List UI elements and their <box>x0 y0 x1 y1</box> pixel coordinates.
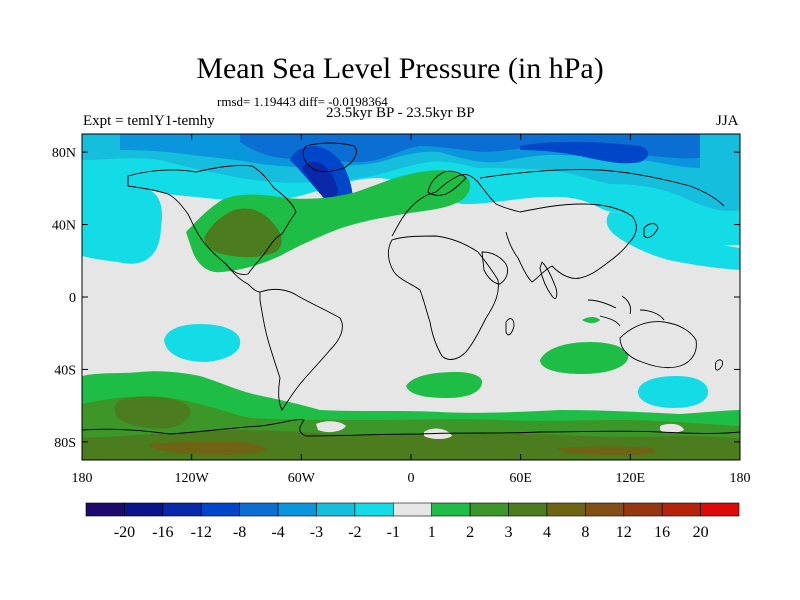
x-tick-label: 60E <box>509 471 532 486</box>
colorbar-swatch <box>623 502 663 517</box>
coast-madagascar <box>505 318 515 336</box>
colorbar-swatch <box>239 502 279 517</box>
colorbar-label: -8 <box>233 524 246 541</box>
colorbar: -20 -16 -12 -8 -4 -3 -2 -1 1 2 3 4 8 12 16 20 <box>85 502 740 541</box>
x-tick-label: 180 <box>72 471 93 486</box>
field-neg8-siberia <box>520 142 649 164</box>
coast-japan <box>643 223 659 239</box>
axis-ticks: 180 120W 60W 0 60E 120E 180 80N 40N 0 40S 80S <box>52 134 751 486</box>
coast-arabia <box>481 251 509 285</box>
field-gray-notch-3 <box>660 423 684 433</box>
x-tick-label: 60W <box>288 471 316 486</box>
coast-australia <box>619 321 697 369</box>
colorbar-swatch <box>316 502 356 517</box>
colorbar-label: 12 <box>616 524 632 541</box>
y-tick-label: 80N <box>52 146 76 161</box>
colorbar-label: 1 <box>428 524 436 541</box>
coast-north-america <box>127 165 297 275</box>
field-pos1-midatlantic <box>582 317 600 323</box>
coast-seasia-islands <box>587 295 665 327</box>
colorbar-swatch <box>431 502 471 517</box>
colorbar-swatch <box>508 502 548 517</box>
y-tick-label: 0 <box>69 291 76 306</box>
colorbar-swatch <box>392 502 433 517</box>
y-tick-label: 80S <box>54 436 76 451</box>
field-neg4-greenland <box>240 134 700 163</box>
coast-central-america <box>225 263 261 293</box>
colorbar-label: -1 <box>387 524 400 541</box>
colorbar-label: 16 <box>654 524 670 541</box>
y-tick-label: 40S <box>54 363 76 378</box>
field-neg1-southpacific <box>164 324 241 362</box>
stats-line: rmsd= 1.19443 diff= -0.0198364 <box>217 94 388 109</box>
x-tick-label: 0 <box>408 471 415 486</box>
colorbar-label: -16 <box>152 524 173 541</box>
field-pos1-southindian <box>540 342 629 374</box>
colorbar-swatch <box>277 502 317 517</box>
coast-europe <box>391 173 521 237</box>
colorbar-swatch <box>162 502 202 517</box>
colorbar-swatch <box>700 502 740 517</box>
x-tick-label: 120W <box>175 471 210 486</box>
coast-south-america <box>259 288 343 411</box>
colorbar-label: -12 <box>191 524 212 541</box>
experiment-label: Expt = temlY1-temhy <box>83 113 215 129</box>
field-neg1-southindian <box>638 376 708 408</box>
coast-scandinavia <box>427 170 467 196</box>
colorbar-swatch <box>585 502 625 517</box>
coast-africa <box>387 235 499 360</box>
colorbar-swatch <box>354 502 394 517</box>
colorbar-label: 8 <box>581 524 589 541</box>
pressure-field <box>82 134 740 460</box>
colorbar-label: 20 <box>693 524 709 541</box>
colorbar-swatch <box>200 502 240 517</box>
coast-asia <box>505 203 637 283</box>
x-tick-label: 180 <box>730 471 751 486</box>
colorbar-swatch <box>85 502 125 517</box>
field-pos3-namerica <box>204 208 282 258</box>
coast-new-zealand <box>715 359 723 371</box>
field-pos4-antarctic-east <box>557 446 656 456</box>
chart-title: Mean Sea Level Pressure (in hPa) <box>196 52 604 85</box>
field-neg1-nwpacific <box>606 212 740 270</box>
field-pos3-pacificsector <box>114 396 191 429</box>
colorbar-label: 4 <box>543 524 551 541</box>
field-neg1-nepacific <box>82 175 162 264</box>
x-tick-label: 120E <box>616 471 646 486</box>
colorbar-swatch <box>661 502 701 517</box>
colorbar-swatch <box>469 502 509 517</box>
colorbar-label: 3 <box>505 524 513 541</box>
colorbar-label: -2 <box>348 524 361 541</box>
colorbar-swatch <box>546 502 586 517</box>
colorbar-label: 2 <box>466 524 474 541</box>
coast-greenland <box>302 142 357 173</box>
center-label: 23.5kyr BP - 23.5kyr BP <box>326 105 475 121</box>
colorbar-label: -20 <box>114 524 135 541</box>
field-pos4-antarctic <box>149 441 266 455</box>
colorbar-label: -4 <box>271 524 284 541</box>
season-label: JJA <box>716 113 739 129</box>
field-gray-notch-1 <box>316 421 346 433</box>
coast-siberia <box>479 169 725 207</box>
y-tick-label: 40N <box>52 219 76 234</box>
field-pos1-southatlantic <box>406 372 482 398</box>
coast-india <box>539 261 558 299</box>
colorbar-swatch <box>124 502 164 517</box>
coast-antarctica <box>82 419 740 437</box>
coastlines <box>82 142 740 437</box>
colorbar-label: -3 <box>310 524 323 541</box>
